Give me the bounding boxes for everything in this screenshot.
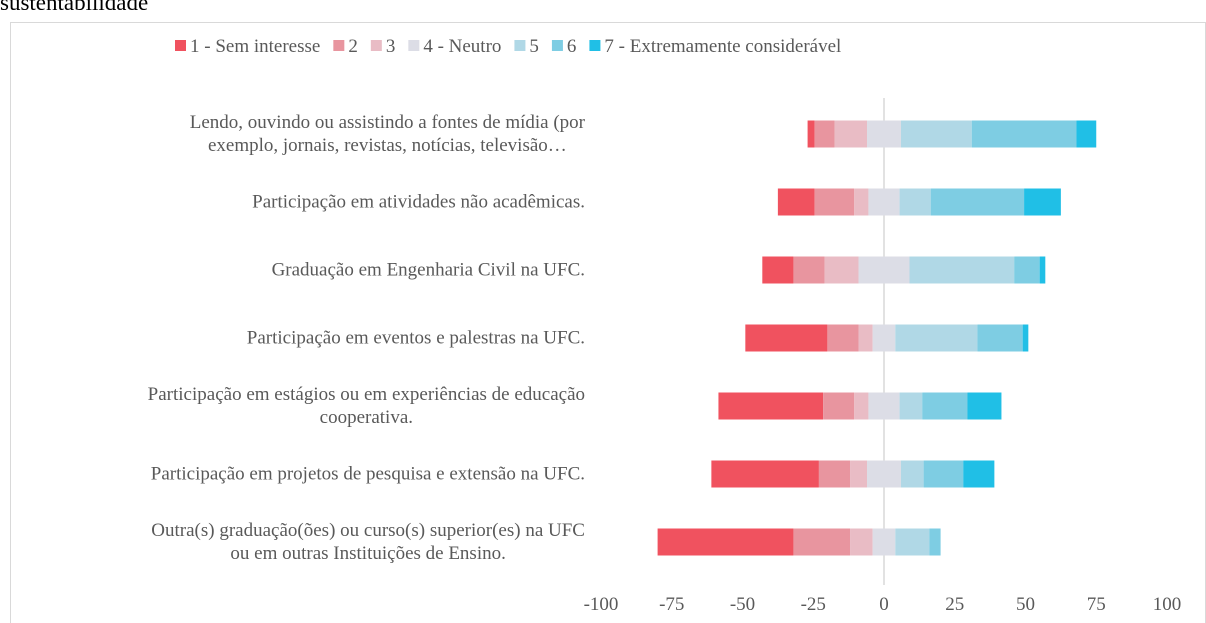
legend-swatch <box>551 40 563 51</box>
legend-label: 4 - Neutro <box>423 36 501 57</box>
bar-segment <box>963 460 995 488</box>
legend-label: 1 - Sem interesse <box>190 36 320 57</box>
bar-segment <box>977 324 1023 352</box>
legend-label: 2 <box>348 36 358 57</box>
category-label-box: Graduação em Engenharia Civil na UFC. <box>0 259 585 282</box>
bar-segment <box>777 188 815 216</box>
bar-segment <box>1022 324 1029 352</box>
bar-segment <box>854 392 869 420</box>
x-tick-label: 100 <box>1153 594 1182 615</box>
category-label-box: Participação em projetos de pesquisa e e… <box>0 463 585 486</box>
bar-segment <box>929 528 941 556</box>
legend-swatch <box>370 40 382 51</box>
bar-segment <box>745 324 828 352</box>
bar-segment <box>854 188 869 216</box>
category-label: Outra(s) graduação(ões) ou curso(s) supe… <box>151 520 585 564</box>
bar-segment <box>858 256 910 284</box>
category-label: Participação em projetos de pesquisa e e… <box>150 463 585 485</box>
category-label-box: Participação em estágios ou em experiênc… <box>0 383 585 429</box>
legend-label: 7 - Extremamente considerável <box>604 36 841 57</box>
bar-segment <box>657 528 794 556</box>
bar-segment <box>718 392 824 420</box>
bar-segment <box>922 392 968 420</box>
bar-segment <box>858 324 873 352</box>
bar-segment <box>762 256 794 284</box>
category-label: Participação em atividades não acadêmica… <box>252 191 585 213</box>
bar-segment <box>899 188 931 216</box>
category-label: Participação em estágios ou em experiênc… <box>147 384 585 428</box>
legend-swatch <box>175 40 186 51</box>
x-tick-label: -75 <box>659 594 684 615</box>
bar-segment <box>850 460 868 488</box>
bar-segment <box>895 528 930 556</box>
bar-segment <box>900 460 924 488</box>
bar-segment <box>868 188 900 216</box>
legend-swatch <box>514 40 526 51</box>
x-tick-label: 75 <box>1087 594 1106 615</box>
category-label-box: Participação em atividades não acadêmica… <box>0 191 585 214</box>
legend-label: 5 <box>529 36 539 57</box>
bar-segment <box>823 392 855 420</box>
bar-segment <box>850 528 873 556</box>
bar-segment <box>814 188 855 216</box>
bar-segment <box>793 256 825 284</box>
bar-segment <box>967 392 1002 420</box>
bar-segment <box>824 256 859 284</box>
bar-segment <box>867 460 901 488</box>
bar-segment <box>793 528 851 556</box>
x-tick-label: -25 <box>801 594 826 615</box>
bar-segment <box>834 120 868 148</box>
bar-segment <box>867 120 901 148</box>
category-label-box: Participação em eventos e palestras na U… <box>0 327 585 350</box>
bar-segment <box>971 120 1077 148</box>
bar-segment <box>1024 188 1061 216</box>
legend-swatch <box>408 40 420 51</box>
category-label-box: Outra(s) graduação(ões) ou curso(s) supe… <box>0 519 585 565</box>
x-tick-label: -50 <box>730 594 755 615</box>
legend-swatch <box>589 40 601 51</box>
bar-segment <box>827 324 859 352</box>
category-label: Lendo, ouvindo ou assistindo a fontes de… <box>189 112 585 156</box>
legend-swatch <box>333 40 345 51</box>
bar-segment <box>711 460 819 488</box>
category-label: Graduação em Engenharia Civil na UFC. <box>271 259 585 281</box>
legend-label: 3 <box>386 36 396 57</box>
bar-segment <box>807 120 815 148</box>
bar-segment <box>899 392 923 420</box>
bar-segment <box>909 256 1015 284</box>
bar-segment <box>1014 256 1040 284</box>
bar-segment <box>923 460 964 488</box>
category-label: Participação em eventos e palestras na U… <box>246 327 585 349</box>
bar-segment <box>818 460 851 488</box>
legend-label: 6 <box>567 36 577 57</box>
bar-segment <box>868 392 900 420</box>
bar-segment <box>930 188 1025 216</box>
x-tick-label: -100 <box>584 594 619 615</box>
bar-segment <box>1039 256 1046 284</box>
bar-segment <box>1076 120 1097 148</box>
bar-segment <box>872 324 896 352</box>
category-label-box: Lendo, ouvindo ou assistindo a fontes de… <box>0 111 585 157</box>
bar-segment <box>814 120 835 148</box>
bar-segment <box>900 120 972 148</box>
bar-segment <box>895 324 978 352</box>
x-tick-label: 50 <box>1016 594 1035 615</box>
bar-segment <box>872 528 896 556</box>
x-tick-label: 0 <box>879 594 889 615</box>
x-tick-label: 25 <box>945 594 964 615</box>
chart-title: sustentabilidade <box>0 0 148 15</box>
